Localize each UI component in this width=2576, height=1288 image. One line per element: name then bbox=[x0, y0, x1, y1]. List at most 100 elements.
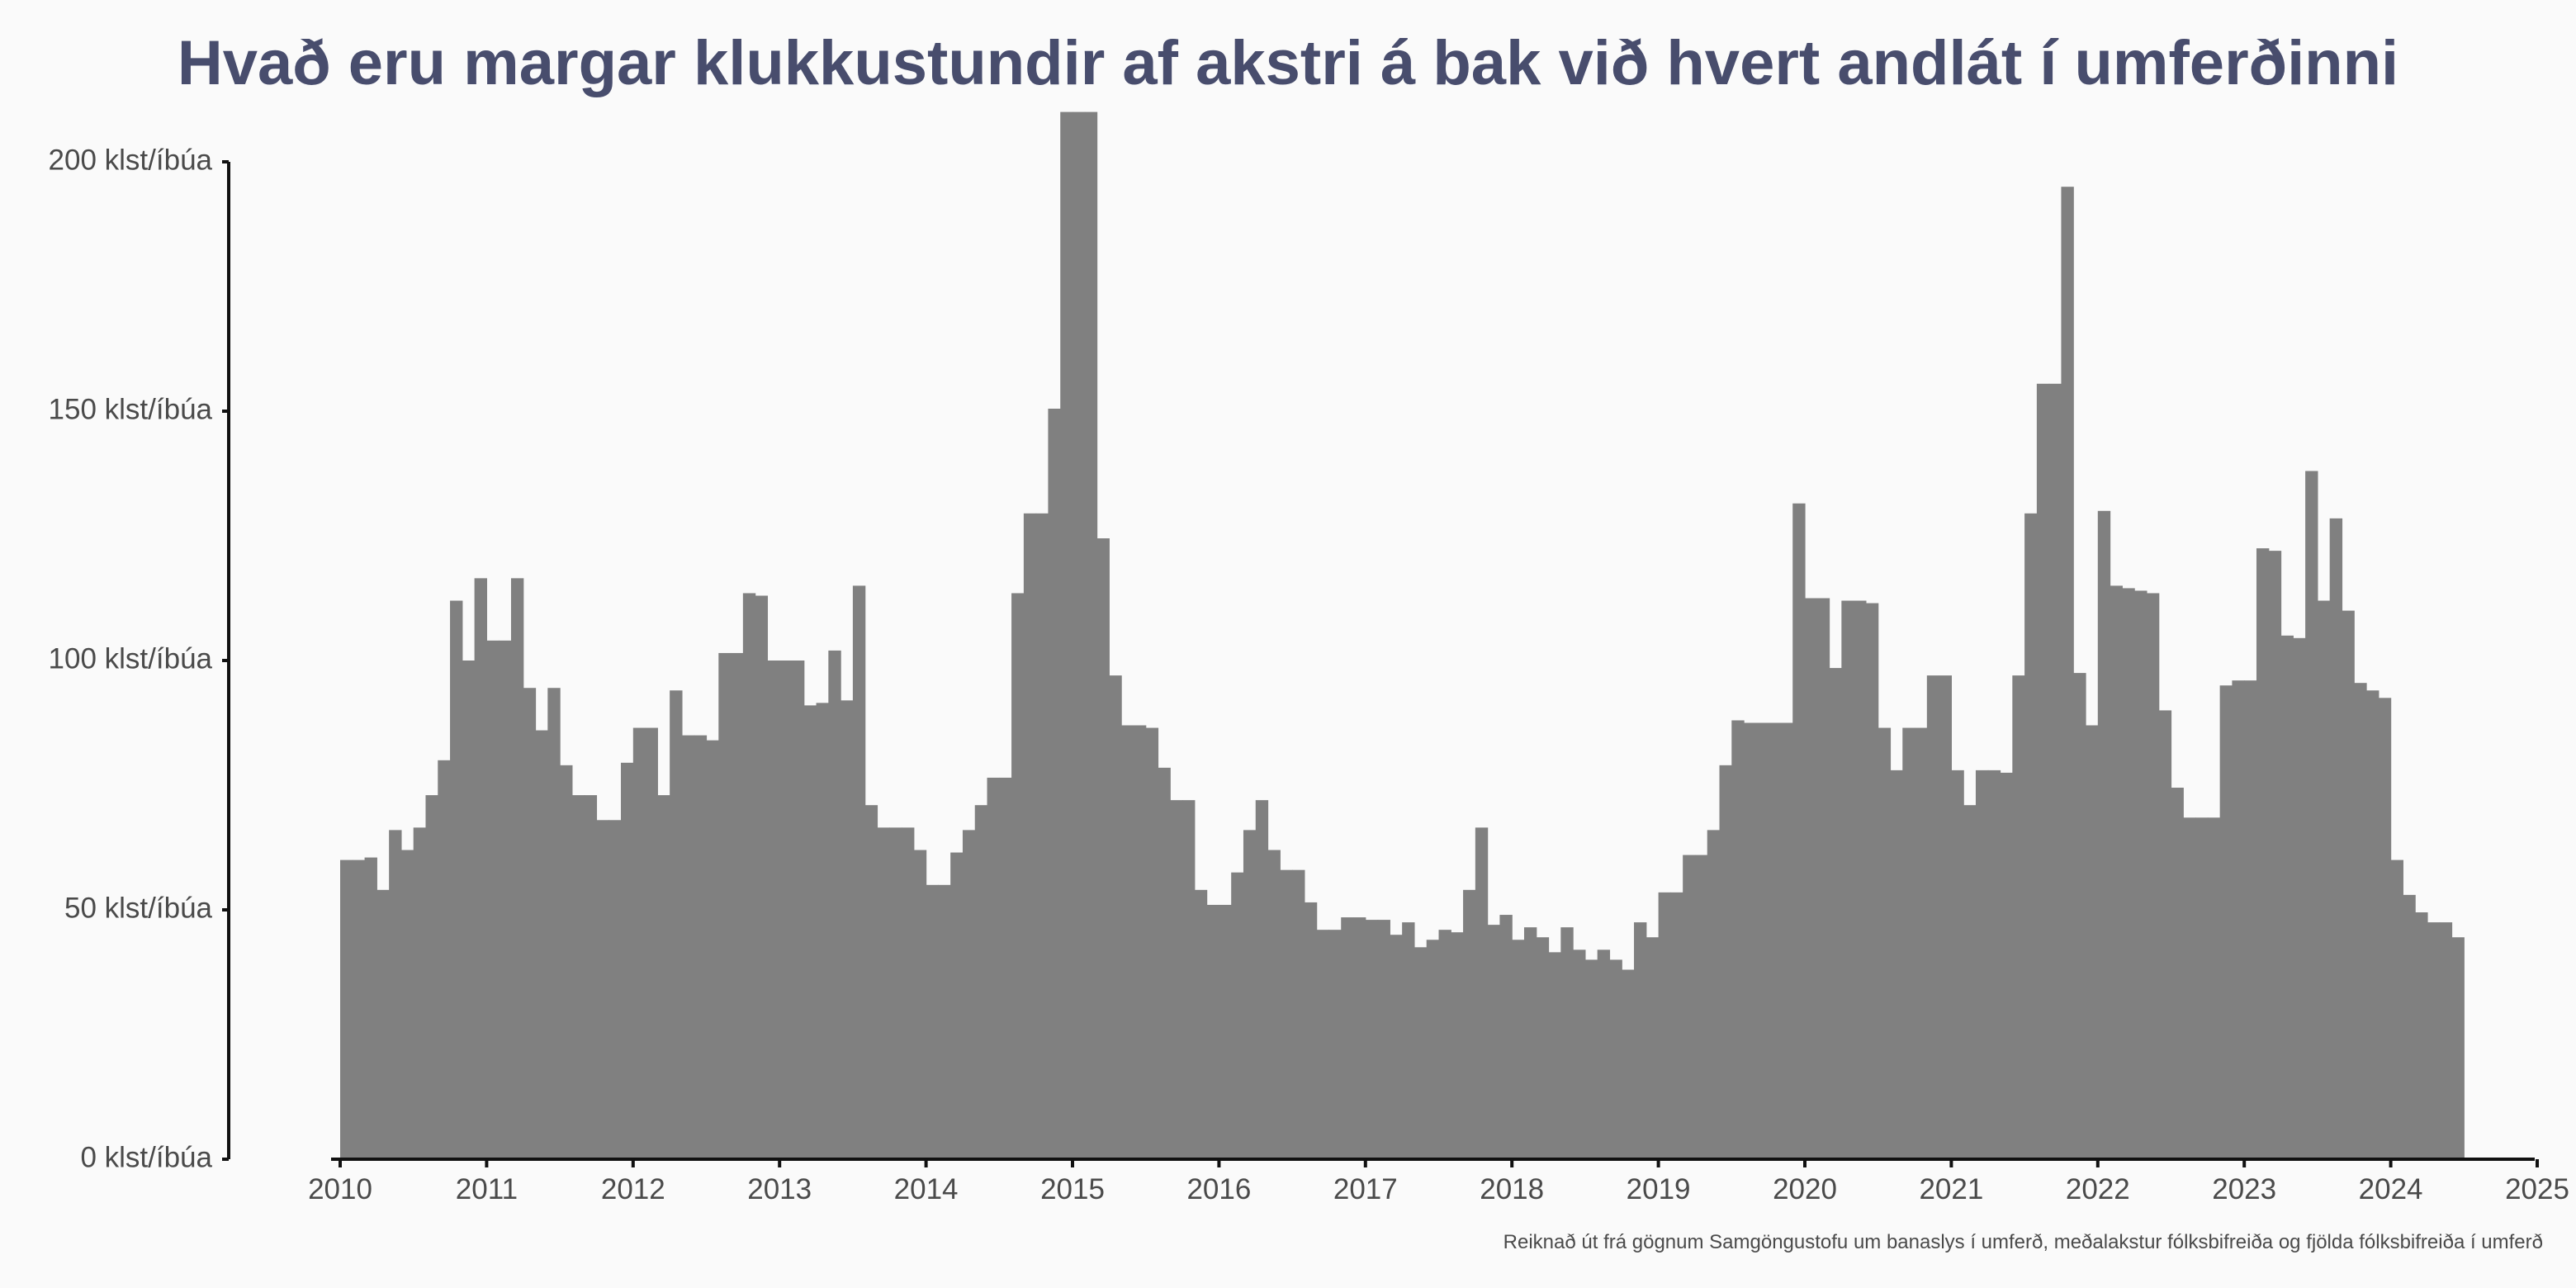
bar bbox=[1829, 668, 1842, 1159]
x-tick-label: 2014 bbox=[894, 1173, 959, 1205]
bar bbox=[2305, 471, 2318, 1159]
x-tick-label: 2020 bbox=[1773, 1173, 1837, 1205]
bar bbox=[1597, 949, 1611, 1159]
bar bbox=[1683, 855, 1696, 1159]
x-tick-label: 2018 bbox=[1480, 1173, 1544, 1205]
bar bbox=[938, 884, 951, 1159]
bar bbox=[2427, 922, 2441, 1159]
bar bbox=[852, 585, 866, 1159]
bar bbox=[1487, 925, 1501, 1159]
bar bbox=[1939, 675, 1952, 1159]
bar bbox=[779, 661, 793, 1159]
bar bbox=[1438, 930, 1451, 1159]
bar bbox=[1451, 932, 1464, 1159]
bar bbox=[547, 688, 561, 1159]
bar bbox=[2061, 187, 2074, 1160]
x-tick-label: 2019 bbox=[1627, 1173, 1691, 1205]
bar bbox=[1292, 869, 1305, 1159]
bar bbox=[413, 827, 427, 1159]
bar bbox=[1536, 937, 1550, 1159]
bar bbox=[877, 827, 890, 1159]
bar bbox=[2048, 383, 2062, 1159]
bar bbox=[1133, 725, 1147, 1159]
bar bbox=[2293, 637, 2306, 1159]
bar bbox=[1768, 722, 1782, 1159]
bar bbox=[841, 700, 854, 1159]
bar bbox=[1145, 727, 1159, 1159]
bar bbox=[1584, 959, 1598, 1159]
bar bbox=[364, 857, 377, 1159]
y-tick-label: 150 klst/íbúa bbox=[49, 393, 213, 425]
bar bbox=[1231, 872, 1244, 1159]
bar bbox=[1304, 902, 1318, 1159]
bar bbox=[889, 827, 902, 1159]
bar bbox=[1805, 598, 1818, 1159]
bar bbox=[1523, 927, 1537, 1159]
bar bbox=[2036, 383, 2050, 1159]
x-tick-label: 2016 bbox=[1186, 1173, 1251, 1205]
bar bbox=[2183, 817, 2196, 1159]
bar bbox=[1670, 892, 1683, 1159]
bar bbox=[2256, 548, 2270, 1159]
bar bbox=[2158, 710, 2172, 1159]
bar bbox=[376, 889, 390, 1159]
bar bbox=[632, 727, 646, 1159]
bar bbox=[1755, 722, 1769, 1159]
bar bbox=[1975, 769, 1989, 1159]
bar bbox=[584, 795, 598, 1159]
bar bbox=[2171, 788, 2184, 1159]
bar bbox=[1854, 600, 1867, 1159]
bar bbox=[486, 640, 500, 1159]
bar bbox=[1377, 920, 1390, 1159]
bar bbox=[1816, 598, 1830, 1159]
bar bbox=[1622, 969, 1635, 1159]
bar bbox=[1023, 513, 1037, 1159]
bar bbox=[2122, 588, 2135, 1159]
bar bbox=[1426, 940, 1440, 1159]
bar bbox=[645, 727, 658, 1159]
bar bbox=[1243, 830, 1257, 1159]
y-tick-label: 100 klst/íbúa bbox=[49, 642, 213, 675]
bar bbox=[2024, 513, 2038, 1159]
bar bbox=[1512, 940, 1525, 1159]
bar bbox=[828, 650, 841, 1159]
bar bbox=[1402, 922, 1415, 1159]
bar bbox=[523, 688, 537, 1159]
bar bbox=[950, 852, 964, 1159]
bar bbox=[1280, 869, 1293, 1159]
bar bbox=[1707, 830, 1721, 1159]
bar bbox=[340, 859, 353, 1159]
y-tick-label: 50 klst/íbúa bbox=[64, 892, 213, 924]
bar bbox=[2403, 894, 2416, 1159]
bar bbox=[2244, 680, 2257, 1159]
bar bbox=[462, 661, 476, 1159]
y-tick-label: 200 klst/íbúa bbox=[49, 144, 213, 176]
bar bbox=[2073, 673, 2086, 1159]
bar bbox=[1341, 917, 1354, 1159]
bar bbox=[731, 652, 744, 1159]
bar bbox=[2329, 518, 2343, 1159]
bar bbox=[1035, 513, 1049, 1159]
bar bbox=[621, 762, 634, 1159]
bar bbox=[1731, 720, 1745, 1159]
bar bbox=[1267, 850, 1281, 1159]
bar bbox=[2354, 683, 2367, 1159]
x-tick-label: 2013 bbox=[747, 1173, 812, 1205]
bar bbox=[1073, 111, 1086, 1160]
bar bbox=[1060, 111, 1073, 1160]
y-axis-ticks: 0 klst/íbúa 50 klst/íbúa 100 klst/íbúa 150 … bbox=[49, 144, 229, 1173]
bar bbox=[987, 777, 1000, 1159]
bar bbox=[2342, 610, 2355, 1159]
bar bbox=[1658, 892, 1671, 1159]
bar bbox=[816, 703, 829, 1159]
bar bbox=[1048, 408, 1061, 1160]
bar bbox=[1865, 603, 1879, 1159]
x-tick-label: 2011 bbox=[456, 1173, 518, 1205]
bar bbox=[1096, 538, 1110, 1159]
bar bbox=[1963, 805, 1977, 1159]
bar bbox=[1463, 889, 1476, 1159]
bar bbox=[864, 805, 878, 1159]
bar bbox=[1170, 800, 1183, 1159]
bar bbox=[1316, 930, 1330, 1159]
bar bbox=[2366, 690, 2379, 1159]
